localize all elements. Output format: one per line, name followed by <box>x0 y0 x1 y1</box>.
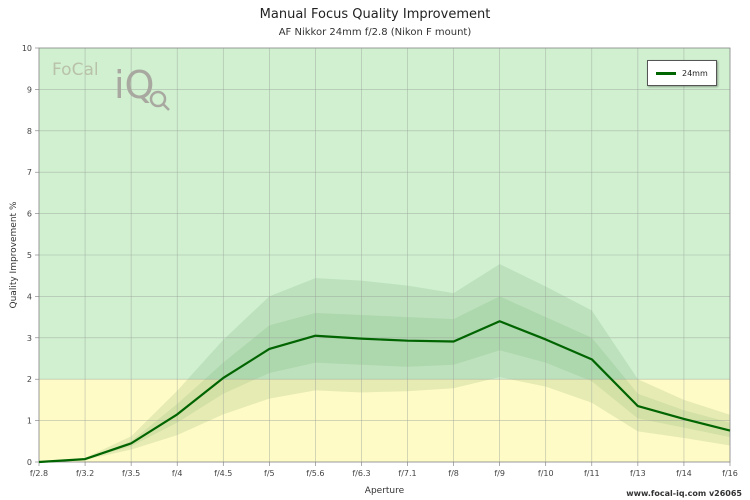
y-tick-label-3: 3 <box>27 334 32 343</box>
chart-title: Manual Focus Quality Improvement <box>259 7 491 22</box>
y-tick-label-4: 4 <box>27 292 32 301</box>
x-tick-label-11: f/10 <box>538 469 554 478</box>
x-tick-label-4: f/4.5 <box>214 469 232 478</box>
x-tick-label-5: f/5 <box>264 469 275 478</box>
x-tick-label-3: f/4 <box>172 469 183 478</box>
magnifier-handle-icon <box>162 103 170 111</box>
y-tick-label-10: 10 <box>22 44 32 53</box>
x-tick-label-9: f/8 <box>448 469 459 478</box>
y-tick-label-7: 7 <box>27 168 32 177</box>
focal-logo-text: FoCal <box>52 60 99 80</box>
x-tick-label-14: f/14 <box>676 469 692 478</box>
footer-credit: www.focal-iq.com v26065 <box>626 489 742 498</box>
x-tick-label-1: f/3.2 <box>76 469 94 478</box>
series-line-24mm <box>38 320 731 464</box>
y-tick-label-1: 1 <box>27 417 32 426</box>
x-tick-label-10: f/9 <box>494 469 505 478</box>
y-tick-label-8: 8 <box>27 127 32 136</box>
x-tick-label-0: f/2.8 <box>30 469 48 478</box>
legend-swatch-24mm <box>656 71 676 75</box>
x-tick-label-12: f/11 <box>584 469 600 478</box>
y-axis-label: Quality Improvement % <box>9 201 19 308</box>
y-tick-label-0: 0 <box>27 458 32 467</box>
x-axis-label: Aperture <box>365 486 405 496</box>
x-tick-label-7: f/6.3 <box>352 469 370 478</box>
y-tick-label-6: 6 <box>27 210 32 219</box>
magnifier-icon <box>149 90 167 108</box>
x-tick-label-8: f/7.1 <box>398 469 416 478</box>
iq-logo-text: iQ <box>114 63 155 107</box>
outer-range-band <box>39 264 730 462</box>
y-tick-label-9: 9 <box>27 85 32 94</box>
x-tick-label-13: f/13 <box>630 469 646 478</box>
legend-label-24mm: 24mm <box>682 68 708 78</box>
y-tick-label-2: 2 <box>27 375 32 384</box>
y-tick-label-5: 5 <box>27 251 32 260</box>
x-tick-label-2: f/3.5 <box>122 469 140 478</box>
chart-legend: 24mm <box>647 60 717 86</box>
x-tick-label-15: f/16 <box>722 469 738 478</box>
x-tick-label-6: f/5.6 <box>306 469 324 478</box>
chart-subtitle: AF Nikkor 24mm f/2.8 (Nikon F mount) <box>278 27 472 38</box>
